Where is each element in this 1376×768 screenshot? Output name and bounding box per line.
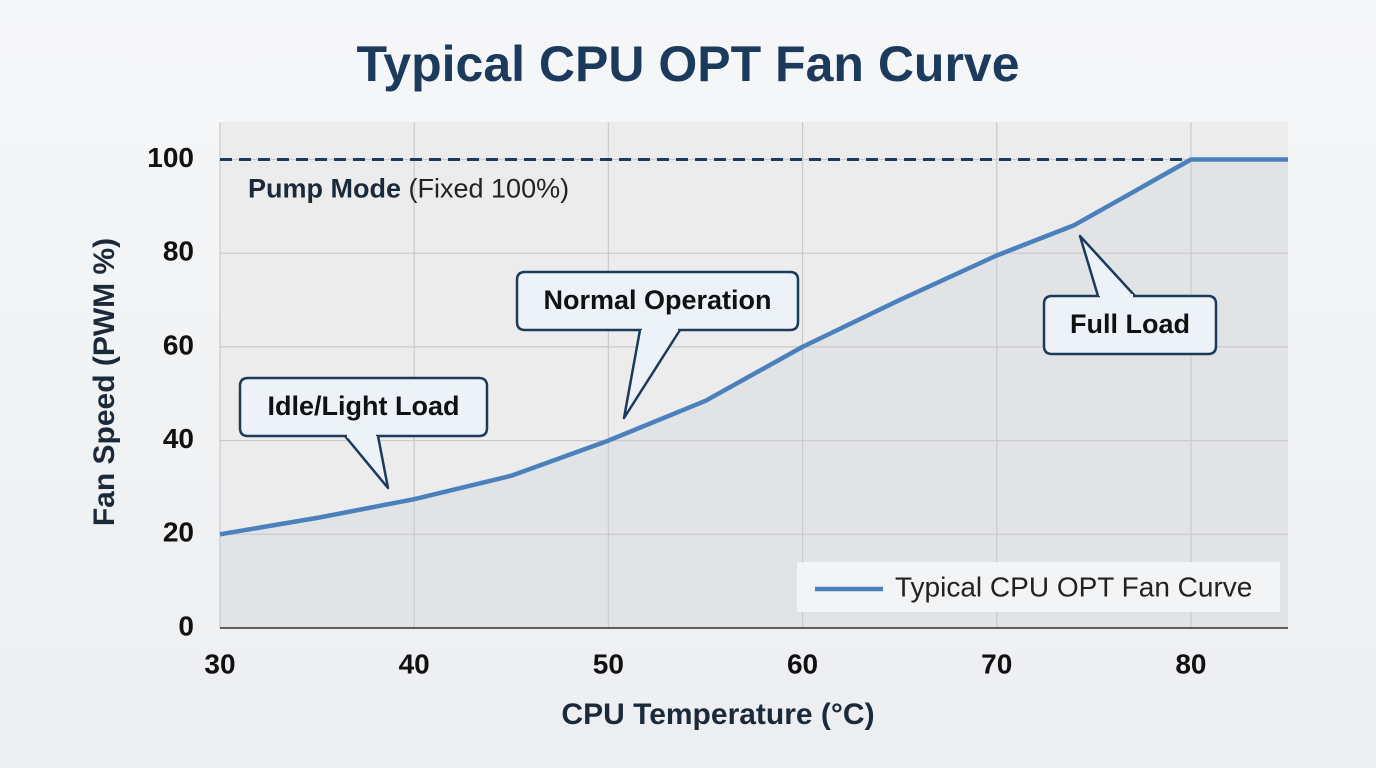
y-tick-label: 20 <box>163 517 194 548</box>
y-tick-label: 0 <box>178 610 194 641</box>
callout-box <box>1042 294 1218 356</box>
area-fill <box>220 159 1288 628</box>
chart-title: Typical CPU OPT Fan Curve <box>356 36 1019 92</box>
line <box>219 157 1288 537</box>
callout-tail <box>1078 234 1136 297</box>
callout-box <box>515 270 800 332</box>
reference-note: (Fixed 100%) <box>409 174 570 204</box>
y-axis-label: Fan Speed (PWM %) <box>88 238 121 526</box>
reference-annotation: Pump Mode (Fixed 100%) <box>248 174 569 204</box>
x-tick-label: 60 <box>787 648 818 679</box>
legend-label: Typical CPU OPT Fan Curve <box>895 571 1252 602</box>
reference-label: Pump Mode <box>248 174 401 204</box>
y-tick-label: 100 <box>147 142 194 173</box>
y-tick-label: 40 <box>163 423 194 454</box>
x-tick-label: 30 <box>204 648 235 679</box>
y-tick-label: 60 <box>163 329 194 360</box>
x-tick-label: 70 <box>981 648 1012 679</box>
x-axis-label: CPU Temperature (°C) <box>561 698 874 731</box>
callout-text: Full Load <box>1070 309 1190 339</box>
callout-text: Normal Operation <box>543 285 771 315</box>
x-tick-label: 40 <box>399 648 430 679</box>
callout-box <box>238 376 489 438</box>
x-tick-label: 80 <box>1175 648 1206 679</box>
callout-tail <box>622 329 682 420</box>
callout-tail <box>344 435 390 490</box>
callout-text: Idle/Light Load <box>268 391 460 421</box>
y-tick-label: 80 <box>163 236 194 267</box>
x-tick-label: 50 <box>593 648 624 679</box>
